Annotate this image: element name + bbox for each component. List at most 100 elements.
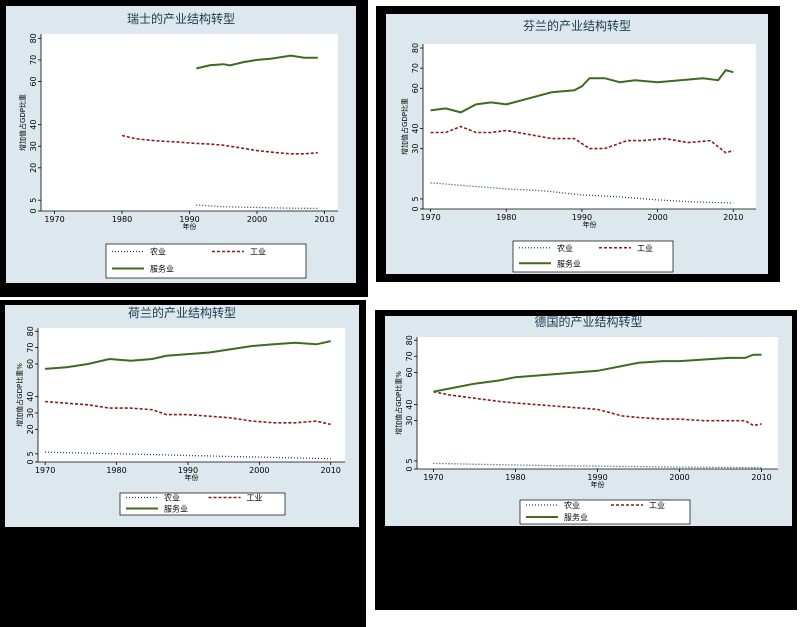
plot-area	[417, 337, 778, 469]
y-axis-label: 增加值占GDP比重	[400, 98, 409, 155]
legend-label: 服务业	[557, 258, 581, 268]
chart-title: 瑞士的产业结构转型	[127, 11, 235, 26]
x-tick-label: 1980	[505, 473, 525, 482]
y-tick-label: 80	[411, 43, 420, 53]
y-tick-label: 0	[411, 206, 420, 211]
legend-label: 工业	[637, 243, 653, 253]
legend-box	[512, 240, 674, 273]
legend-label: 服务业	[150, 264, 174, 274]
series-line-0	[430, 182, 734, 204]
y-tick-label: 40	[411, 123, 420, 133]
x-axis-label: 年份	[183, 222, 197, 231]
legend-label: 工业	[247, 493, 263, 503]
y-tick-label: 80	[405, 335, 414, 345]
y-tick-label: 5	[29, 198, 38, 203]
y-tick-label: 0	[26, 459, 35, 464]
x-tick-label: 1970	[420, 213, 440, 222]
legend-label: 农业	[557, 243, 573, 253]
x-tick-label: 1970	[35, 466, 55, 475]
series-line-1	[121, 134, 318, 155]
legend-label: 农业	[564, 500, 580, 510]
y-axis-label: 增加值占GDP比重%	[394, 371, 403, 435]
x-tick-label: 2010	[723, 213, 743, 222]
y-tick-label: 80	[26, 326, 35, 336]
y-tick-label: 70	[29, 55, 38, 65]
chart-svg: 荷兰的产业结构转型 0 5 20 30 40 60 70 80 增加值占GDP比重% 1970 198…	[15, 305, 345, 516]
y-tick-label: 60	[26, 359, 35, 369]
x-tick-label: 1980	[496, 213, 516, 222]
series-line-1	[433, 390, 762, 427]
y-tick-label: 70	[405, 351, 414, 361]
legend-box	[105, 243, 307, 279]
y-tick-label: 70	[411, 63, 420, 73]
x-tick-label: 1970	[44, 215, 64, 224]
x-tick-label: 2010	[314, 215, 334, 224]
chart-title: 芬兰的产业结构转型	[523, 18, 631, 33]
y-tick-label: 0	[29, 208, 38, 213]
y-tick-label: 70	[26, 343, 35, 353]
series-line-2	[433, 353, 762, 393]
legend-label: 服务业	[164, 504, 188, 514]
legend-label: 工业	[649, 500, 665, 510]
y-tick-label: 60	[405, 367, 414, 377]
chart-svg: 芬兰的产业结构转型 0 5 30 40 60 70 80 增加值占GDP比重 1970 1980 19…	[400, 18, 756, 273]
series-line-0	[433, 462, 762, 469]
y-tick-label: 30	[405, 416, 414, 426]
y-axis-label: 增加值占GDP比重	[18, 94, 27, 151]
series-line-2	[430, 69, 734, 114]
chart-svg: 德国的产业结构转型 0 5 30 40 60 70 80 增加值占GDP比重% 1970 1980 1…	[394, 316, 778, 525]
x-tick-label: 1990	[178, 466, 198, 475]
x-tick-label: 2010	[751, 473, 771, 482]
y-tick-label: 60	[411, 83, 420, 93]
chart-netherlands: 荷兰的产业结构转型 0 5 20 30 40 60 70 80 增加值占GDP比重% 1970 198…	[5, 305, 359, 527]
chart-switzerland: 瑞士的产业结构转型 0 5 20 30 40 60 70 80 增加值占GDP比重 1970 1980…	[6, 6, 356, 283]
y-tick-label: 5	[26, 451, 35, 456]
y-tick-label: 40	[29, 120, 38, 130]
x-axis-label: 年份	[185, 473, 199, 482]
legend-label: 工业	[250, 247, 266, 257]
x-tick-label: 2000	[249, 466, 269, 475]
x-tick-label: 1970	[423, 473, 443, 482]
plot-area	[41, 34, 338, 211]
y-tick-label: 80	[29, 33, 38, 43]
series-line-1	[430, 125, 734, 154]
chart-svg: 瑞士的产业结构转型 0 5 20 30 40 60 70 80 增加值占GDP比重 1970 1980…	[18, 11, 338, 279]
x-tick-label: 2000	[247, 215, 267, 224]
y-tick-label: 0	[405, 466, 414, 471]
series-line-1	[45, 400, 331, 426]
plot-area	[38, 328, 345, 462]
x-tick-label: 2000	[669, 473, 689, 482]
x-tick-label: 1980	[112, 215, 132, 224]
chart-germany: 德国的产业结构转型 0 5 30 40 60 70 80 增加值占GDP比重% 1970 1980 1…	[385, 316, 792, 526]
y-axis-label: 增加值占GDP比重%	[15, 363, 24, 427]
x-tick-label: 1980	[106, 466, 126, 475]
series-line-2	[196, 54, 318, 70]
y-tick-label: 20	[29, 163, 38, 173]
chart-title: 荷兰的产业结构转型	[128, 305, 236, 320]
x-tick-label: 1990	[587, 473, 607, 482]
chart-title: 德国的产业结构转型	[534, 316, 642, 329]
y-tick-label: 30	[29, 141, 38, 151]
y-tick-label: 30	[411, 144, 420, 154]
legend-label: 农业	[164, 493, 180, 503]
series-line-2	[45, 340, 331, 370]
y-tick-label: 20	[26, 424, 35, 434]
x-axis-label: 年份	[591, 480, 605, 489]
legend-label: 农业	[150, 247, 166, 257]
legend-label: 服务业	[564, 512, 588, 522]
x-tick-label: 2000	[647, 213, 667, 222]
chart-finland: 芬兰的产业结构转型 0 5 30 40 60 70 80 增加值占GDP比重 1970 1980 19…	[386, 14, 768, 274]
series-line-0	[196, 204, 318, 210]
y-tick-label: 40	[405, 400, 414, 410]
y-tick-label: 30	[26, 408, 35, 418]
legend-box	[119, 492, 286, 516]
x-axis-label: 年份	[583, 220, 597, 229]
x-tick-label: 1990	[572, 213, 592, 222]
x-tick-label: 1990	[179, 215, 199, 224]
y-tick-label: 40	[26, 392, 35, 402]
plot-area	[423, 44, 756, 209]
legend-box	[519, 499, 691, 525]
y-tick-label: 5	[405, 458, 414, 463]
x-tick-label: 2010	[321, 466, 341, 475]
y-tick-label: 60	[29, 76, 38, 86]
